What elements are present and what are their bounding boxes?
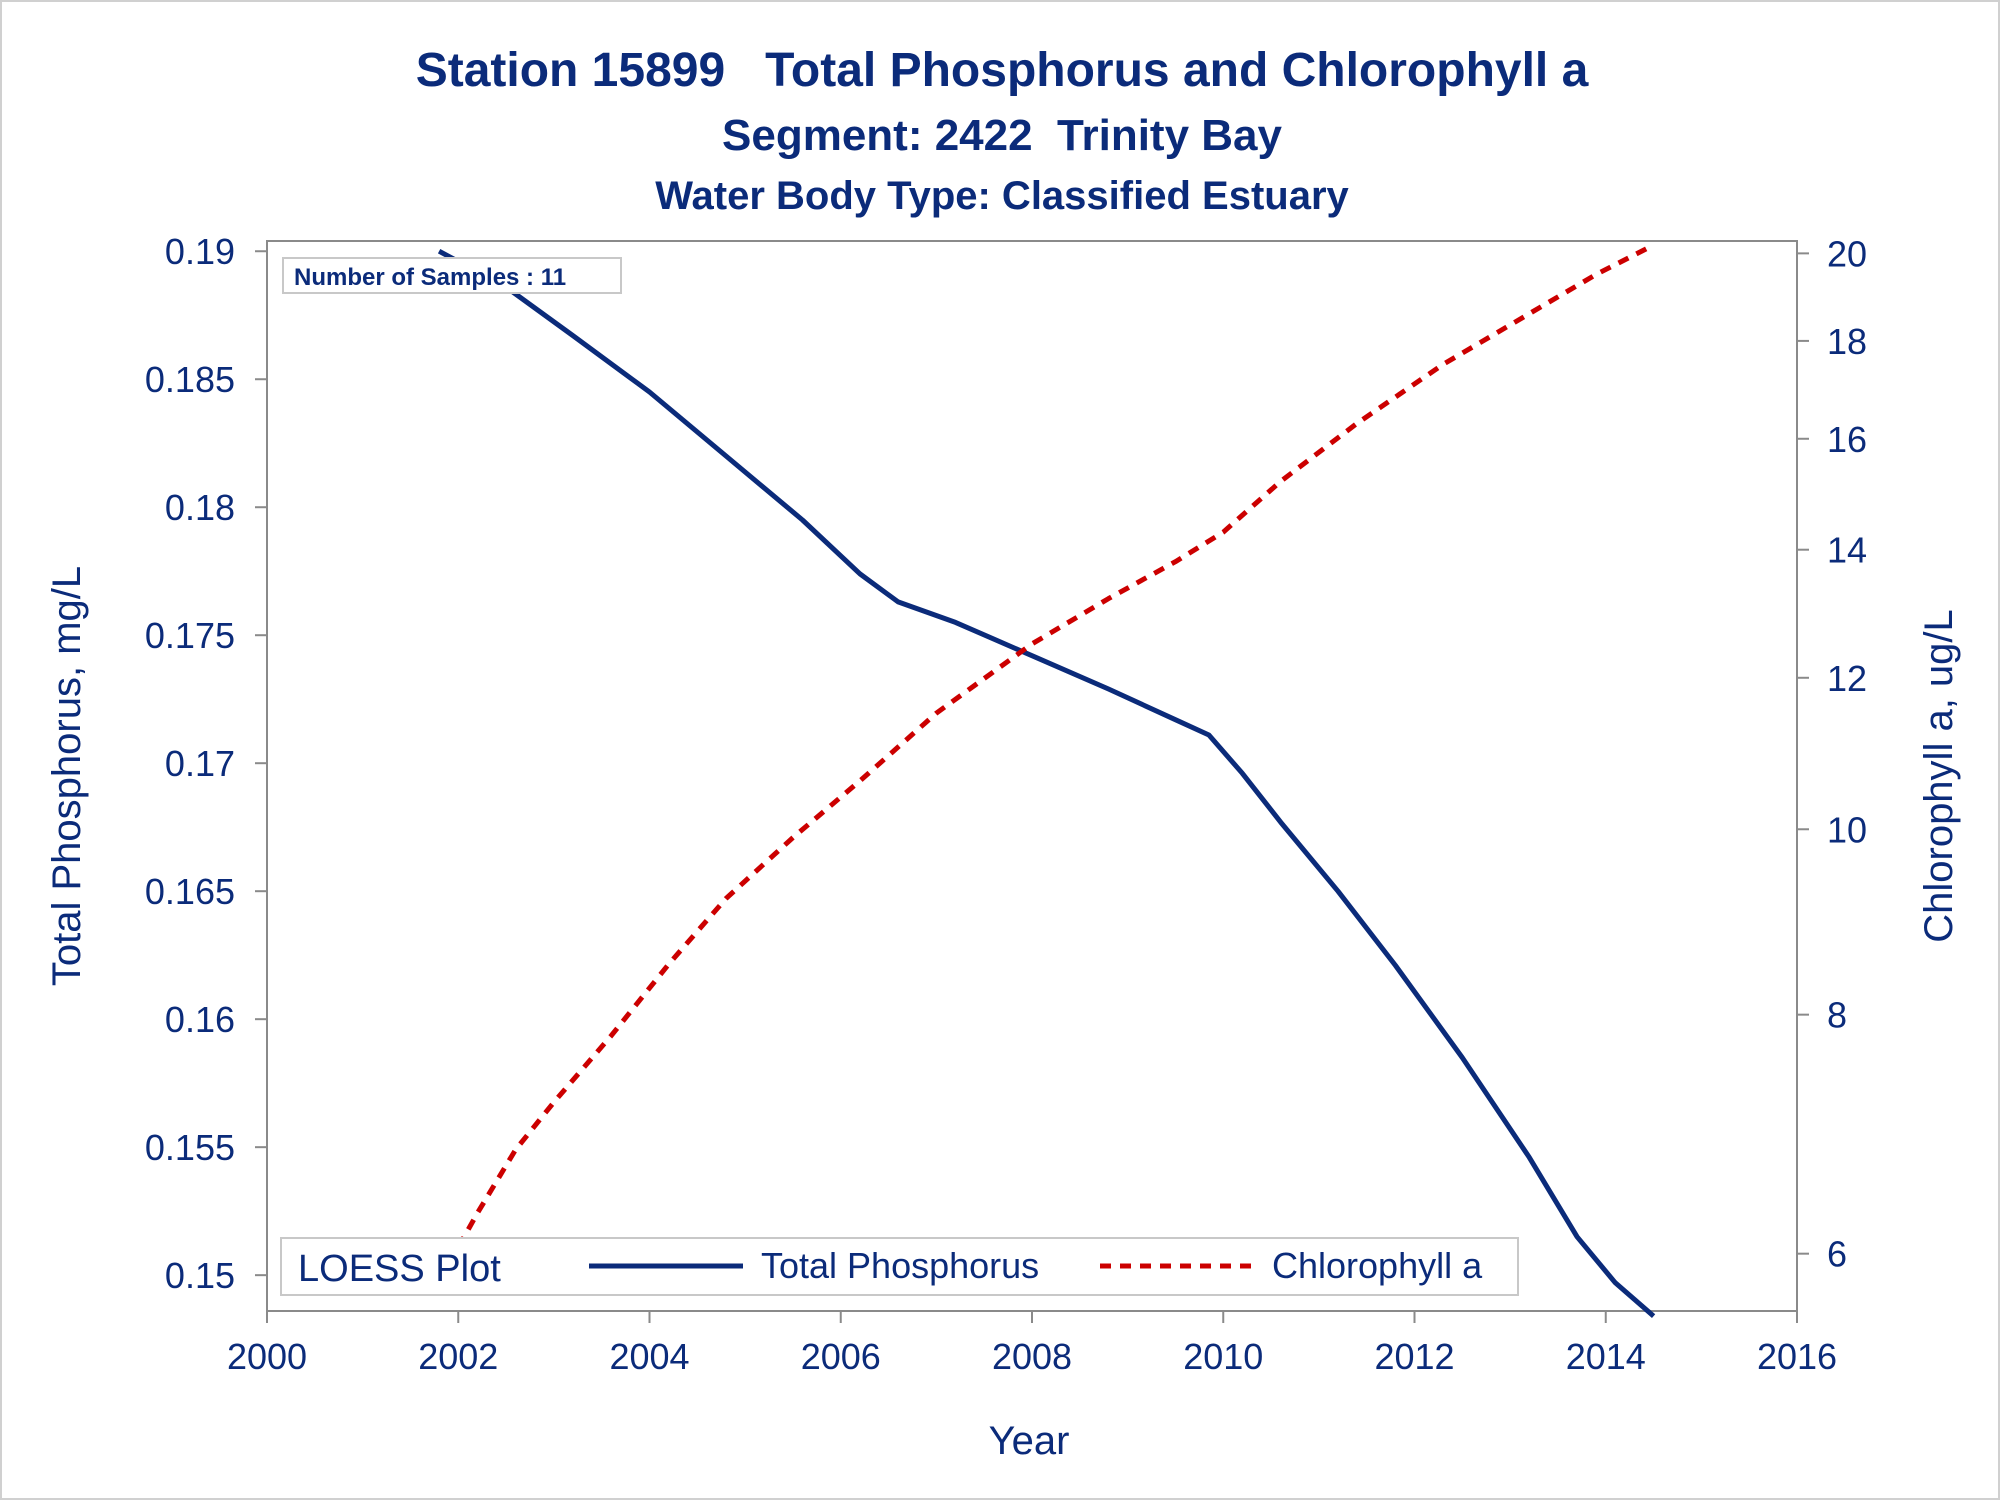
sample-count-inset: Number of Samples : 11 [282, 257, 622, 294]
x-axis: 2000 2002 2004 2006 2008 2010 2012 2014 2016 [227, 1311, 1837, 1377]
y-axis-left: 0.15 0.155 0.16 0.165 0.17 0.175 0.18 0.185 0.19 [145, 231, 267, 1296]
y-right-tick-label: 12 [1827, 658, 1867, 699]
y-axis-right-label: Chlorophyll a, ug/L [1917, 609, 1961, 943]
y-left-tick-label: 0.18 [165, 487, 235, 528]
legend: LOESS Plot Total Phosphorus Chlorophyll … [280, 1237, 1519, 1296]
x-tick-label: 2002 [418, 1336, 498, 1377]
x-tick-label: 2004 [609, 1336, 689, 1377]
x-tick-label: 2010 [1183, 1336, 1263, 1377]
x-tick-label: 2000 [227, 1336, 307, 1377]
x-tick-label: 2008 [992, 1336, 1072, 1377]
y-left-tick-label: 0.155 [145, 1127, 235, 1168]
x-tick-label: 2006 [801, 1336, 881, 1377]
y-right-tick-label: 16 [1827, 419, 1867, 460]
legend-label-chlorophyll-a: Chlorophyll a [1272, 1245, 1483, 1286]
y-right-tick-label: 20 [1827, 233, 1867, 274]
plot-area [266, 240, 1798, 1312]
y-right-tick-label: 14 [1827, 530, 1867, 571]
series-group [436, 242, 1656, 1318]
chart-subtitle-2: Water Body Type: Classified Estuary [655, 174, 1349, 218]
chart-title: Station 15899 Total Phosphorus and Chlor… [416, 44, 1589, 97]
y-left-tick-label: 0.165 [145, 871, 235, 912]
y-left-tick-label: 0.19 [165, 231, 235, 272]
y-right-tick-label: 6 [1827, 1234, 1847, 1275]
y-right-tick-label: 8 [1827, 995, 1847, 1036]
x-axis-label: Year [989, 1419, 1070, 1463]
y-left-tick-label: 0.15 [165, 1255, 235, 1296]
x-tick-label: 2012 [1374, 1336, 1454, 1377]
sample-count-box [282, 257, 622, 294]
legend-label-total-phosphorus: Total Phosphorus [761, 1245, 1039, 1286]
y-left-tick-label: 0.175 [145, 615, 235, 656]
sample-count-label: Number of Samples : 11 [294, 264, 566, 291]
y-axis-left-label: Total Phosphorus, mg/L [45, 566, 89, 986]
series-line-chlorophyll-a [436, 242, 1655, 1284]
x-tick-label: 2014 [1566, 1336, 1646, 1377]
legend-title: LOESS Plot [298, 1248, 501, 1290]
legend-box [280, 1237, 1519, 1296]
y-right-tick-label: 18 [1827, 321, 1867, 362]
y-axis-right: 6 8 10 12 14 16 18 20 [1797, 233, 1867, 1275]
y-left-tick-label: 0.17 [165, 743, 235, 784]
chart-subtitle: Segment: 2422 Trinity Bay [722, 111, 1283, 160]
x-tick-label: 2016 [1757, 1336, 1837, 1377]
y-right-tick-label: 10 [1827, 809, 1867, 850]
series-line-total-phosphorus [437, 248, 1656, 1318]
y-left-tick-label: 0.185 [145, 359, 235, 400]
y-left-tick-label: 0.16 [165, 999, 235, 1040]
